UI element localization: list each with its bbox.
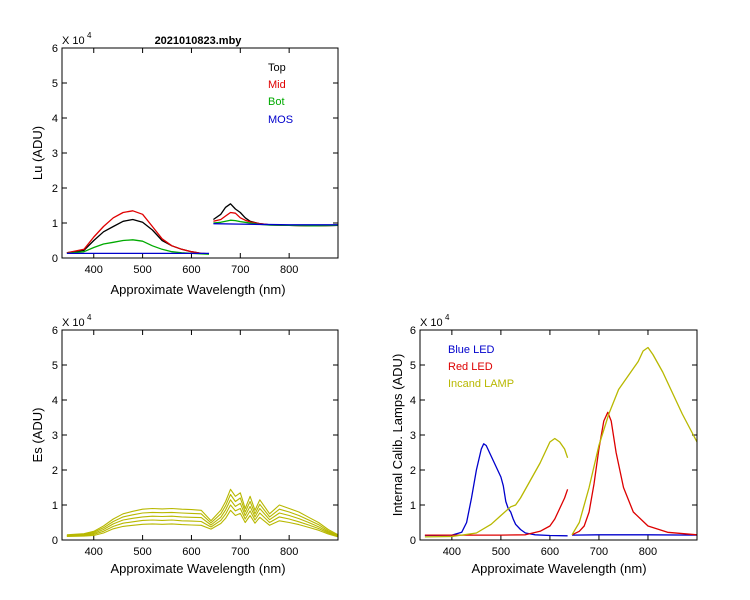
y-tick-label: 6 <box>410 325 416 337</box>
legend: Blue LED Red LED Incand LAMP <box>448 344 514 390</box>
legend-entry-mid: Mid <box>268 79 286 91</box>
x-tick-label: 800 <box>280 546 298 558</box>
red-led-series-line-2 <box>571 411 697 536</box>
x-tick-label: 800 <box>639 546 657 558</box>
lamps-panel: X 10 4 Approximate Wavelength (nm) Inter… <box>390 313 698 576</box>
top-series-line-1 <box>66 218 210 255</box>
y-tick-label: 0 <box>52 535 58 547</box>
y-tick-label: 5 <box>52 78 58 90</box>
exponent-base: X 10 <box>420 317 443 329</box>
y-tick-label: 0 <box>52 253 58 265</box>
x-axis-label: Approximate Wavelength (nm) <box>110 561 285 576</box>
es-series-line-5 <box>66 509 338 538</box>
x-tick-label: 600 <box>182 264 200 276</box>
y-axis-label: Es (ADU) <box>30 408 45 463</box>
x-tick-label: 500 <box>133 546 151 558</box>
legend: Top Mid Bot MOS <box>268 62 293 126</box>
y-tick-label: 1 <box>410 500 416 512</box>
es-series-line-1 <box>66 488 338 536</box>
incand-lamp-series-line-1 <box>424 437 569 538</box>
y-tick-label: 2 <box>52 183 58 195</box>
x-tick-label: 700 <box>590 546 608 558</box>
y-tick-label: 4 <box>410 395 416 407</box>
exponent-base: X 10 <box>62 35 85 47</box>
y-tick-label: 4 <box>52 113 58 125</box>
plot-frame <box>419 329 698 541</box>
x-tick-label: 400 <box>85 264 103 276</box>
y-tick-label: 4 <box>52 395 58 407</box>
y-tick-label: 6 <box>52 325 58 337</box>
x-axis-label: Approximate Wavelength (nm) <box>110 282 285 297</box>
x-axis-label: Approximate Wavelength (nm) <box>471 561 646 576</box>
legend-entry-bot: Bot <box>268 96 285 108</box>
lu-panel: 2021010823.mby X 10 4 Approximate Wavele… <box>30 31 339 297</box>
y-tick-label: 6 <box>52 43 58 55</box>
legend-entry-mos: MOS <box>268 114 293 126</box>
exponent-base: X 10 <box>62 317 85 329</box>
incand-lamp-series-line-2 <box>571 346 697 536</box>
plot-frame <box>61 329 339 541</box>
y-tick-label: 1 <box>52 500 58 512</box>
legend-entry-top: Top <box>268 62 286 74</box>
chart-title: 2021010823.mby <box>155 35 243 47</box>
mid-series-line-1 <box>66 210 210 255</box>
es-series-line-3 <box>66 499 338 537</box>
y-tick-label: 5 <box>410 360 416 372</box>
x-tick-label: 400 <box>443 546 461 558</box>
exponent-label: X 10 4 <box>420 313 450 329</box>
exponent-power: 4 <box>87 31 92 40</box>
x-tick-label: 600 <box>182 546 200 558</box>
exponent-label: X 10 4 <box>62 31 92 47</box>
es-panel: X 10 4 Approximate Wavelength (nm) Es (A… <box>30 313 339 576</box>
plot-frame <box>61 47 339 259</box>
blue-led-series-line-1 <box>424 443 568 537</box>
x-tick-label: 700 <box>231 546 249 558</box>
y-tick-label: 3 <box>52 148 58 160</box>
x-tick-label: 700 <box>231 264 249 276</box>
y-tick-label: 0 <box>410 535 416 547</box>
exponent-power: 4 <box>87 313 92 322</box>
es-series-line-2 <box>66 493 338 537</box>
x-tick-label: 500 <box>492 546 510 558</box>
legend-entry-red-led: Red LED <box>448 361 493 373</box>
x-tick-label: 800 <box>280 264 298 276</box>
x-tick-label: 400 <box>85 546 103 558</box>
exponent-power: 4 <box>445 313 450 322</box>
y-tick-label: 2 <box>410 465 416 477</box>
y-tick-label: 3 <box>52 430 58 442</box>
y-axis-label: Internal Calib. Lamps (ADU) <box>390 354 405 517</box>
y-tick-label: 3 <box>410 430 416 442</box>
top-series-line-2 <box>213 203 338 227</box>
mos-series-line-2 <box>213 223 338 226</box>
x-tick-label: 600 <box>541 546 559 558</box>
red-led-series-line-1 <box>424 489 569 536</box>
es-series-line-4 <box>66 504 338 538</box>
y-tick-label: 1 <box>52 218 58 230</box>
legend-entry-incand-lamp: Incand LAMP <box>448 378 514 390</box>
legend-entry-blue-led: Blue LED <box>448 344 495 356</box>
x-tick-label: 500 <box>133 264 151 276</box>
y-tick-label: 2 <box>52 465 58 477</box>
y-tick-label: 5 <box>52 360 58 372</box>
y-axis-label: Lu (ADU) <box>30 126 45 180</box>
exponent-label: X 10 4 <box>62 313 92 329</box>
